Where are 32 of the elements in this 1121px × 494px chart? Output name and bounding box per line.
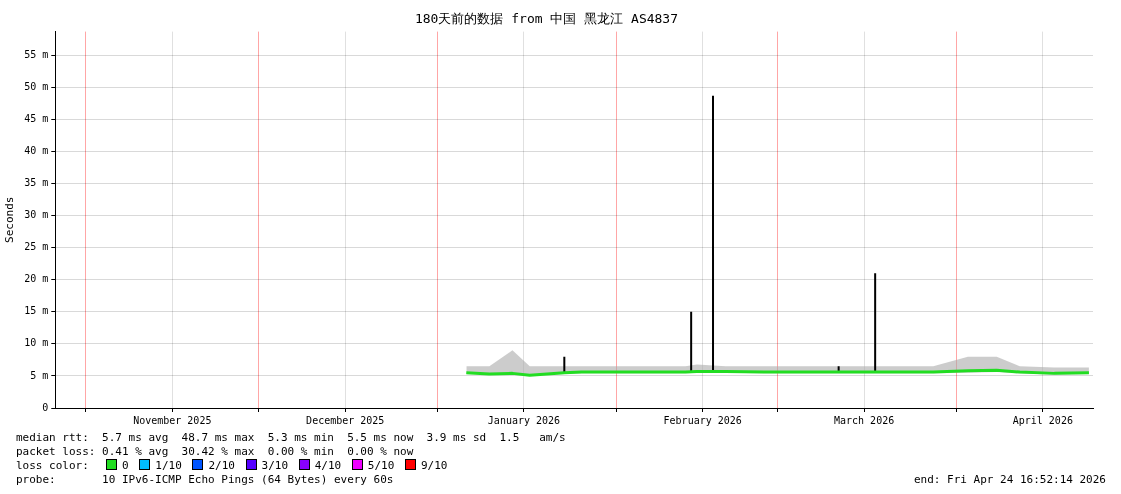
text: median rtt: 5.7 ms avg 48.7 ms max 5.3 ms min 5.5 ms now 3.9 ms sd 1.5 am/s xyxy=(16,431,567,445)
text: 9/10 xyxy=(420,459,449,472)
y-tick-label: 0 xyxy=(42,401,49,413)
x-tick-label: March 2026 xyxy=(834,414,895,426)
chart-title: 180天前的数据 from 中国 黑龙江 AS4837 xyxy=(414,11,679,27)
text: 4/10 xyxy=(314,459,343,472)
text: 0 xyxy=(122,459,130,472)
text: 5/10 xyxy=(367,459,396,472)
y-tick-label: 25 m xyxy=(24,241,49,253)
x-tick-label: February 2026 xyxy=(663,414,742,426)
text: 3/10 xyxy=(261,459,290,472)
y-tick-label: 55 m xyxy=(24,48,49,60)
y-tick-label: 50 m xyxy=(24,80,49,92)
x-tick-label: December 2025 xyxy=(306,414,385,426)
text: loss color: xyxy=(16,459,90,472)
y-axis-title: Seconds xyxy=(3,196,17,243)
y-tick-label: 35 m xyxy=(24,177,49,189)
y-tick-label: 45 m xyxy=(24,113,49,125)
text: packet loss: 0.41 % avg 30.42 % max 0.00 % min 0.00 % now xyxy=(16,445,415,459)
text: 2/10 xyxy=(208,459,236,472)
text: end: Fri Apr 24 16:52:14 2026 xyxy=(913,473,1106,487)
x-tick-label: January 2026 xyxy=(487,414,561,426)
y-tick-label: 40 m xyxy=(24,145,49,157)
text: 1/10 xyxy=(155,459,183,472)
y-tick-label: 20 m xyxy=(24,273,49,285)
x-tick-label: November 2025 xyxy=(133,414,212,426)
y-tick-label: 5 m xyxy=(30,369,49,381)
y-tick-label: 10 m xyxy=(24,337,49,349)
text: probe: 10 IPv6-ICMP Echo Pings (64 Bytes) every 60s xyxy=(16,473,394,486)
y-tick-label: 15 m xyxy=(24,305,49,317)
x-tick-label: April 2026 xyxy=(1012,414,1073,426)
y-tick-label: 30 m xyxy=(24,209,49,221)
